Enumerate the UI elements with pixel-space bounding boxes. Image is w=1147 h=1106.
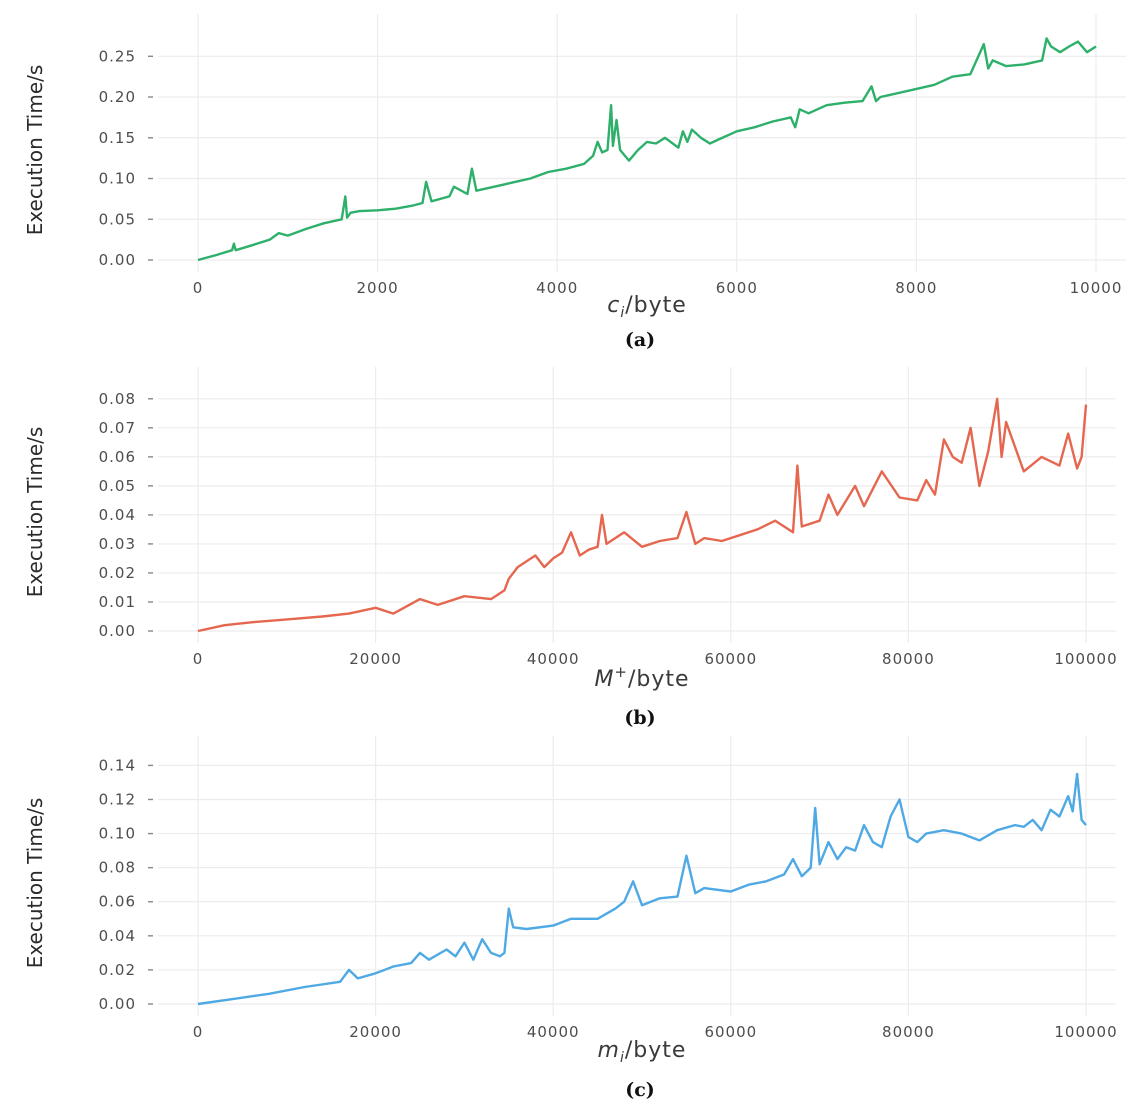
- y-axis-label: Execution Time/s: [23, 798, 47, 969]
- x-tick-label: 10000: [1070, 279, 1123, 297]
- chart-panel-1: 0 2000 4000 6000 8000 10000 0.00 0.05 0.10 0.15 0.…: [23, 14, 1126, 351]
- y-axis-label: Execution Time/s: [23, 65, 47, 236]
- y-tick-label: 0.20: [99, 88, 136, 106]
- y-tick-label: 0.02: [99, 564, 136, 582]
- y-tick-label: 0.01: [99, 593, 136, 611]
- y-tick-label: 0.07: [99, 419, 136, 437]
- y-tick-label: 0.15: [99, 129, 136, 147]
- y-tick-label: 0.04: [99, 506, 136, 524]
- panel-caption: (b): [624, 707, 655, 729]
- x-tick-label: 0: [193, 279, 204, 297]
- y-tick-label: 0.25: [99, 47, 136, 65]
- series-line: [197, 397, 1088, 633]
- x-tick-label: 20000: [349, 1023, 402, 1041]
- panel-caption: (a): [625, 329, 655, 351]
- x-tick-label: 8000: [895, 279, 937, 297]
- y-tick-label: 0.05: [99, 210, 136, 228]
- y-tick-label: 0.10: [99, 825, 136, 843]
- x-tick-label: 4000: [536, 279, 578, 297]
- y-tick-label: 0.00: [99, 995, 136, 1013]
- x-tick-label: 80000: [882, 1023, 935, 1041]
- x-tick-label: 60000: [704, 1023, 757, 1041]
- x-tick-label: 100000: [1054, 650, 1117, 668]
- x-tick-label: 20000: [349, 650, 402, 668]
- x-axis-label: M+/byte: [594, 663, 689, 692]
- y-tick-label: 0.00: [99, 622, 136, 640]
- y-tick-label: 0.06: [99, 893, 136, 911]
- y-tick-label: 0.14: [99, 756, 136, 774]
- x-tick-label: 100000: [1054, 1023, 1117, 1041]
- y-tick-label: 0.05: [99, 477, 136, 495]
- y-tick-label: 0.10: [99, 170, 136, 188]
- x-tick-label: 80000: [882, 650, 935, 668]
- y-axis-label: Execution Time/s: [23, 427, 47, 598]
- x-tick-label: 60000: [704, 650, 757, 668]
- x-tick-label: 6000: [716, 279, 758, 297]
- x-tick-label: 40000: [527, 1023, 580, 1041]
- x-tick-label: 40000: [527, 650, 580, 668]
- panel-caption: (c): [625, 1079, 655, 1101]
- y-tick-label: 0.04: [99, 927, 136, 945]
- y-tick-label: 0.08: [99, 390, 136, 408]
- y-tick-label: 0.08: [99, 859, 136, 877]
- y-tick-label: 0.06: [99, 448, 136, 466]
- x-axis-label: mi/byte: [598, 1038, 687, 1066]
- chart-panel-3: 0 20000 40000 60000 80000 100000 0.00 0.02 0.04 0…: [23, 736, 1117, 1101]
- chart-panel-2: 0 20000 40000 60000 80000 100000 0.00 0.01 0.02 0…: [23, 367, 1117, 729]
- series-line: [197, 37, 1097, 262]
- series-line: [197, 772, 1087, 1006]
- y-tick-label: 0.03: [99, 535, 136, 553]
- x-axis-label: ci/byte: [607, 293, 687, 321]
- x-tick-label: 0: [193, 650, 204, 668]
- x-tick-label: 0: [193, 1023, 204, 1041]
- x-tick-label: 2000: [357, 279, 399, 297]
- y-tick-label: 0.02: [99, 961, 136, 979]
- y-tick-label: 0.12: [99, 790, 136, 808]
- y-tick-label: 0.00: [99, 251, 136, 269]
